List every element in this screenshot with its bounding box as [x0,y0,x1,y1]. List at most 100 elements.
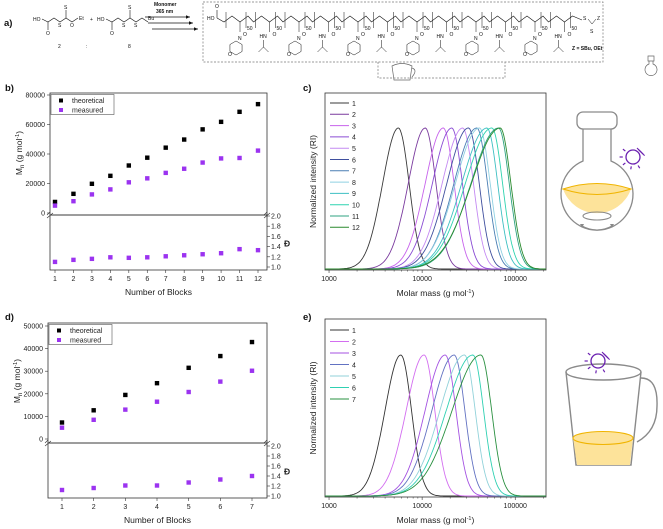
x-tick-label: 12 [254,276,262,283]
y2-tick-label: 1.6 [271,234,281,241]
dispersity-point [163,254,168,259]
axis-break-icon [263,211,271,219]
reagent-2-s: S [58,23,62,29]
legend-label-measured: measured [70,338,101,345]
pendant-carbonyl-o: O [243,32,247,38]
x-tick-label: 5 [127,276,131,283]
light-ray [637,165,641,169]
rotation-arrow-icon [581,225,613,231]
y-axis-label: Mn (g mol-1) [12,359,24,403]
lower-plot-frame [49,214,268,271]
amide-nh: HN [319,34,327,40]
x-label-close: ) [471,515,474,525]
flask-body [560,128,634,231]
dispersity-point [249,473,255,479]
y-label-subscript: n [18,393,24,396]
morpholine-n: N [238,36,242,42]
legend-marker-theoretical [59,98,63,103]
acid-carbonyl-o: O [215,4,219,10]
dispersity-point [237,246,242,252]
isopropyl-bond [381,46,387,53]
panel-label-e: e) [303,312,311,323]
legend-label-3: 3 [352,123,356,130]
panel-d-molar-mass-vs-blocks: 0 10000 20000 30000 40000 50000 1.0 1.2 1.4 1.6 1.… [12,322,290,525]
x-label-main: Molar mass (g mol [397,288,467,298]
x-tick-label: 3 [90,276,94,283]
y-label-close: ) [14,131,24,134]
reagent-8-thiocarbonyl-s: S [128,5,132,11]
x-label-main: Molar mass (g mol [397,515,467,525]
measured-point [186,389,191,395]
x-tick-label: 3 [123,504,127,511]
block-subscript: 50 [336,26,342,32]
x-tick-label: 7 [164,276,168,283]
x-label-superscript: -1 [467,289,472,295]
reagent-8-skeleton [105,17,149,23]
isopropyl-bond [322,46,328,53]
y2-tick-label: 1.8 [271,224,281,231]
block-subscript: 50 [277,26,283,32]
isopropyl-bond [558,46,564,53]
isopropyl-bond [553,40,559,53]
measured-point [71,199,76,204]
reagent-2-ether-o: O [70,23,74,29]
isopropyl-bond [494,40,500,53]
legend-label-theoretical: theoretical [70,328,103,335]
dispersity-point [52,259,58,265]
measured-point [59,425,65,430]
isopropyl-bond [440,46,446,53]
polymer-end-z: Z [597,16,600,22]
y-axis-label: Mn (g mol-1) [14,131,26,175]
block-subscript: 50 [483,26,489,32]
y2-tick-label: 1.4 [271,474,281,481]
measured-point [181,166,187,171]
light-ray [595,370,597,374]
legend-label-6: 6 [352,385,356,392]
reagent-2-number: 2 [58,44,61,50]
morpholine-n: N [297,36,301,42]
x-tick-label: 6 [218,504,222,511]
y2-tick-label: 1.2 [271,254,281,261]
amide-nh: HN [378,34,386,40]
polymer-end-group-ho: HO [207,16,215,22]
measured-point [218,379,223,384]
y-tick-label: 20000 [26,181,46,188]
legend-label-5: 5 [352,374,356,381]
dispersity-point [200,252,205,257]
measured-point [200,160,205,165]
morpholine-n: N [356,36,360,42]
mug-liquid-surface [572,430,634,446]
theoretical-point [200,127,205,132]
theoretical-point [237,109,242,115]
pendant-carbonyl-o: O [420,32,424,38]
morpholine-ring-icon [406,40,420,56]
legend-label-9: 9 [352,191,356,198]
reagent-8-carbonyl-o: O [110,31,114,37]
measured-point [89,192,95,197]
gpc-trace-5 [325,354,546,497]
legend-label-theoretical: theoretical [72,98,105,105]
reagent-8-ho: HO [97,17,105,23]
pendant-carbonyl-o: O [450,32,454,38]
legend-marker-measured [59,108,63,112]
block-subscript: 50 [542,26,548,32]
legend-label-1: 1 [352,101,356,108]
x-tick-label: 4 [108,276,112,283]
reagent-2-carbonyl-o: O [46,31,50,37]
y-tick-label: 20000 [24,391,44,398]
theoretical-point [218,119,224,125]
y-label-main: M [12,396,22,403]
axis-break-icon [263,439,271,447]
isopropyl-bond [258,40,264,53]
x-axis-label: Molar mass (g mol-1) [397,288,475,298]
light-ray [587,352,591,356]
isopropyl-bond [317,40,323,53]
block-subscript: 50 [454,26,460,32]
reagent-2-ho: HO [33,17,41,23]
morpholine-o: O [346,52,350,58]
legend-label-6: 6 [352,157,356,164]
y2-tick-label: 1.0 [271,494,281,501]
arrow-head-icon [186,15,190,19]
x-tick-label: 1000 [321,503,337,510]
